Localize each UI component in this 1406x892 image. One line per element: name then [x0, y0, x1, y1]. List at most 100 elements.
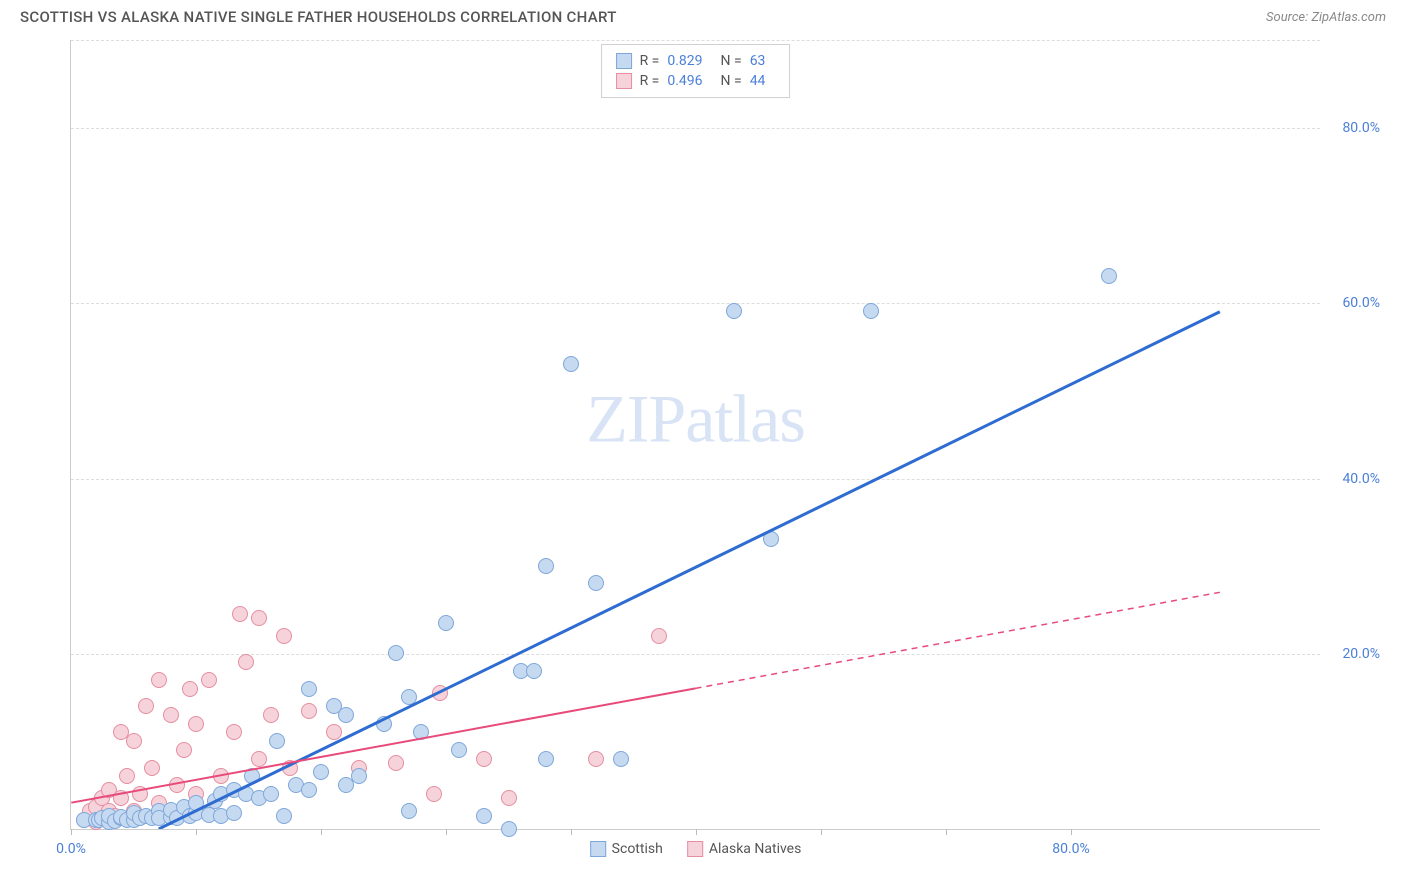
gridline — [71, 40, 1320, 41]
scatter-point-alaska — [132, 786, 148, 802]
scatter-point-alaska — [182, 681, 198, 697]
scatter-point-alaska — [388, 755, 404, 771]
x-tick-label: 80.0% — [1052, 841, 1090, 857]
trend-lines-svg — [71, 40, 1320, 829]
scatter-point-scottish — [338, 707, 354, 723]
n-value-alaska: 44 — [750, 73, 766, 89]
gridline — [71, 654, 1320, 655]
scatter-point-scottish — [538, 558, 554, 574]
scatter-point-alaska — [163, 707, 179, 723]
scatter-point-scottish — [351, 768, 367, 784]
y-tick-label: 40.0% — [1330, 471, 1380, 487]
scatter-point-scottish — [301, 681, 317, 697]
scatter-point-scottish — [244, 768, 260, 784]
header: SCOTTISH VS ALASKA NATIVE SINGLE FATHER … — [0, 0, 1406, 30]
source-attribution: Source: ZipAtlas.com — [1266, 10, 1386, 25]
x-tick-label: 0.0% — [56, 841, 86, 857]
y-tick-label: 20.0% — [1330, 646, 1380, 662]
scatter-point-alaska — [226, 724, 242, 740]
stats-legend: R = 0.829 N = 63 R = 0.496 N = 44 — [601, 44, 791, 98]
scatter-point-alaska — [169, 777, 185, 793]
scatter-point-scottish — [613, 751, 629, 767]
gridline — [71, 303, 1320, 304]
plot-area: ZIPatlas R = 0.829 N = 63 R = 0.496 N = … — [70, 40, 1320, 830]
scatter-point-scottish — [313, 764, 329, 780]
scatter-point-scottish — [526, 663, 542, 679]
x-tick-mark — [821, 829, 822, 835]
scatter-point-alaska — [301, 703, 317, 719]
r-label: R = — [640, 53, 660, 69]
scatter-point-scottish — [276, 808, 292, 824]
swatch-scottish — [616, 53, 632, 69]
scatter-point-scottish — [376, 716, 392, 732]
scatter-point-scottish — [301, 782, 317, 798]
scatter-point-scottish — [563, 356, 579, 372]
scatter-point-scottish — [413, 724, 429, 740]
scatter-point-alaska — [201, 672, 217, 688]
gridline — [71, 479, 1320, 480]
scatter-point-scottish — [476, 808, 492, 824]
scatter-point-scottish — [188, 795, 204, 811]
source-prefix: Source: — [1266, 10, 1311, 25]
x-tick-mark — [321, 829, 322, 835]
scatter-point-alaska — [432, 685, 448, 701]
scatter-point-alaska — [113, 790, 129, 806]
scatter-point-alaska — [651, 628, 667, 644]
scatter-point-alaska — [501, 790, 517, 806]
scatter-point-scottish — [388, 645, 404, 661]
scatter-point-scottish — [1101, 268, 1117, 284]
stats-row-scottish: R = 0.829 N = 63 — [616, 51, 776, 71]
scatter-point-scottish — [863, 303, 879, 319]
scatter-point-scottish — [763, 531, 779, 547]
y-tick-label: 80.0% — [1330, 120, 1380, 136]
swatch-alaska — [687, 841, 703, 857]
x-tick-mark — [71, 829, 72, 835]
source-name: ZipAtlas.com — [1311, 10, 1386, 25]
scatter-point-alaska — [476, 751, 492, 767]
scatter-point-alaska — [251, 751, 267, 767]
swatch-scottish — [590, 841, 606, 857]
scatter-point-alaska — [144, 760, 160, 776]
scatter-point-alaska — [138, 698, 154, 714]
scatter-point-alaska — [119, 768, 135, 784]
x-tick-mark — [946, 829, 947, 835]
trendline-alaska — [71, 688, 695, 802]
scatter-point-scottish — [269, 733, 285, 749]
scatter-point-scottish — [726, 303, 742, 319]
legend-label-scottish: Scottish — [612, 841, 663, 857]
x-tick-mark — [1071, 829, 1072, 835]
scatter-point-alaska — [426, 786, 442, 802]
scatter-point-scottish — [438, 615, 454, 631]
n-label: N = — [721, 53, 742, 69]
scatter-point-alaska — [151, 672, 167, 688]
trendline-scottish — [159, 312, 1220, 829]
scatter-point-alaska — [263, 707, 279, 723]
watermark-atlas: atlas — [685, 380, 805, 456]
scatter-point-alaska — [282, 760, 298, 776]
x-tick-mark — [446, 829, 447, 835]
gridline — [71, 128, 1320, 129]
scatter-point-alaska — [188, 716, 204, 732]
swatch-alaska — [616, 73, 632, 89]
scatter-point-alaska — [126, 733, 142, 749]
legend-item-scottish: Scottish — [590, 841, 663, 857]
scatter-point-scottish — [588, 575, 604, 591]
n-label: N = — [721, 73, 742, 89]
r-value-scottish: 0.829 — [667, 53, 702, 69]
x-tick-mark — [196, 829, 197, 835]
scatter-point-alaska — [326, 724, 342, 740]
watermark: ZIPatlas — [586, 379, 805, 458]
scatter-point-alaska — [232, 606, 248, 622]
scatter-point-alaska — [238, 654, 254, 670]
legend-label-alaska: Alaska Natives — [709, 841, 802, 857]
trendline-alaska-extrapolated — [696, 592, 1220, 688]
legend-item-alaska: Alaska Natives — [687, 841, 802, 857]
scatter-point-scottish — [401, 689, 417, 705]
scatter-point-scottish — [501, 821, 517, 837]
n-value-scottish: 63 — [750, 53, 766, 69]
scatter-point-scottish — [263, 786, 279, 802]
scatter-point-alaska — [588, 751, 604, 767]
scatter-point-alaska — [176, 742, 192, 758]
x-tick-mark — [696, 829, 697, 835]
r-label: R = — [640, 73, 660, 89]
